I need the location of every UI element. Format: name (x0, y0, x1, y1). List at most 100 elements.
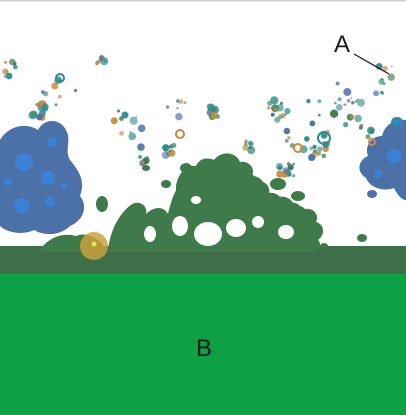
base-region (0, 273, 406, 415)
microcolony-dot (73, 88, 78, 93)
microcolony-dot (276, 170, 284, 178)
microcolony-dot (145, 156, 149, 160)
microcolony-dot (344, 103, 347, 106)
ring-colony (368, 138, 376, 146)
microcolony-dot (137, 143, 145, 151)
microcolony-dot (337, 97, 342, 102)
central-colony (40, 153, 367, 252)
microcolony-dot (267, 100, 273, 106)
microcolony-dot (119, 131, 124, 136)
microcolony-dot (287, 136, 291, 140)
ring-colony (317, 131, 331, 145)
ring-colony (55, 73, 65, 83)
microcolony-dot (343, 121, 349, 128)
microcolony-dot (2, 68, 9, 75)
microcolony-dot (51, 82, 59, 90)
microcolony-dot (274, 116, 281, 123)
microcolony-dot (176, 107, 179, 110)
microcolony-dot (334, 101, 337, 105)
microcolony-dot (335, 104, 343, 111)
microcolony-dot (357, 98, 365, 107)
scattered-microcolonies (2, 55, 401, 178)
microcolony-dot (387, 73, 395, 81)
microcolony-dot (304, 136, 310, 142)
microcolony-dot (128, 132, 137, 141)
microcolony-dot (312, 144, 317, 149)
microcolony-dot (169, 150, 172, 153)
microcolony-dot (171, 142, 177, 148)
microcolony-dot (99, 57, 104, 62)
microcolony-dot (117, 109, 120, 113)
microcolony-dot (382, 65, 388, 72)
microcolony-dot (165, 105, 170, 109)
microcolony-dot (308, 153, 316, 162)
microcolony-dot (365, 134, 371, 140)
microcolony-dot (373, 90, 380, 97)
microcolony-dot (317, 146, 323, 152)
microcolony-dot (335, 81, 340, 86)
microcolony-dot (247, 140, 253, 146)
microcolony-dot (309, 146, 314, 151)
microcolony-dot (309, 120, 316, 127)
microcolony-dot (215, 105, 218, 109)
left-blue-colony (0, 121, 85, 235)
ring-colony (175, 129, 185, 139)
microcolony-dot (283, 127, 291, 135)
microcolony-dot (284, 139, 289, 143)
microcolony-dot (242, 144, 249, 151)
microcolony-dot (350, 97, 353, 100)
microcolony-dot (382, 93, 385, 95)
microcolony-dot (207, 103, 216, 112)
microcolony-dot (317, 113, 321, 117)
microcolony-dot (129, 116, 138, 125)
label-a-leader (353, 53, 390, 75)
microcolony-dot (36, 113, 43, 121)
label-b: B (196, 335, 212, 362)
microcolony-dot (129, 131, 132, 134)
microcolony-dot (317, 99, 322, 104)
microcolony-dot (5, 72, 13, 80)
microcolony-dot (380, 78, 384, 81)
microcolony-dot (162, 144, 170, 152)
microcolony-dot (292, 162, 296, 166)
microcolony-dot (13, 64, 18, 70)
microcolony-dot (321, 153, 327, 159)
microcolony-dot (306, 99, 311, 104)
microcolony-dot (42, 105, 49, 112)
microcolony-dot (135, 115, 138, 118)
microcolony-dot (329, 109, 339, 118)
microcolony-dot (282, 167, 289, 174)
microcolony-dot (140, 160, 145, 165)
microcolony-dot (248, 146, 252, 150)
microcolony-dot (178, 99, 184, 104)
microcolony-dot (279, 101, 284, 105)
microcolony-dot (3, 75, 7, 78)
microcolony-dot (3, 60, 8, 64)
microcolony-dot (343, 88, 352, 96)
ring-colony (391, 117, 401, 127)
microcolony-dot (390, 65, 393, 68)
colony-voids (144, 196, 294, 246)
microcolony-dot (291, 174, 296, 178)
microcolony-dot (121, 111, 129, 119)
microcolony-dot (95, 61, 99, 66)
microcolony-dot (210, 111, 219, 120)
microcolony-dot (354, 114, 362, 123)
microcolony-dot (284, 108, 291, 115)
right-blue-colony (359, 117, 406, 200)
microcolony-dot (36, 102, 42, 108)
microcolony-dot (183, 101, 187, 105)
microcolony-dot (346, 98, 351, 103)
microcolony-dot (277, 165, 283, 171)
label-a: A (334, 31, 350, 58)
microcolony-dot (367, 126, 375, 135)
microcolony-dot (137, 124, 146, 133)
microcolony-dot (351, 101, 355, 105)
microcolony-dot (138, 155, 143, 159)
microcolony-dot (287, 162, 291, 166)
microcolony-dot (110, 117, 118, 125)
microcolony-dot (168, 149, 176, 157)
microcolony-dot (57, 94, 62, 99)
microcolony-dot (100, 55, 103, 58)
